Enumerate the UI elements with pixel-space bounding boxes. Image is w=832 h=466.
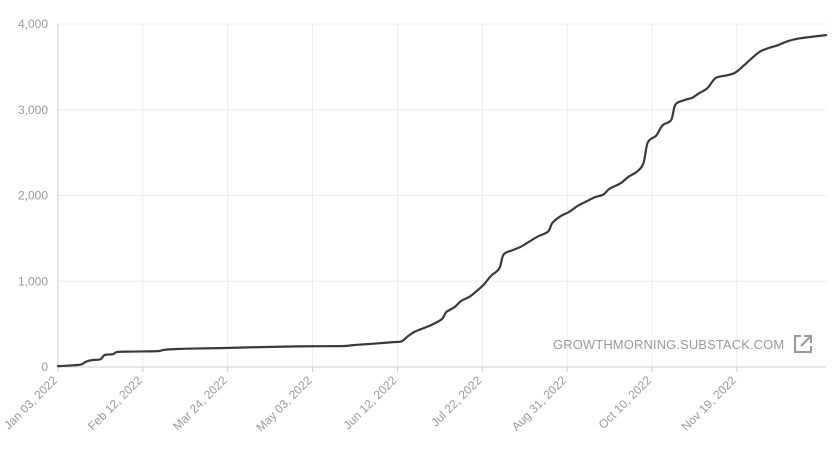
x-tick-label: Mar 24, 2022 (170, 373, 230, 433)
external-link-icon[interactable] (792, 333, 814, 355)
grid-lines (58, 23, 826, 367)
watermark-text: GROWTHMORNING.SUBSTACK.COM (553, 336, 785, 352)
y-tick-label: 3,000 (18, 103, 48, 117)
x-tick-label: Aug 31, 2022 (509, 373, 570, 434)
x-tick-label: Jun 12, 2022 (341, 373, 400, 432)
x-tick-label: Oct 10, 2022 (596, 373, 655, 432)
y-tick-label: 1,000 (18, 274, 48, 288)
x-axis-tick-labels: Jan 03, 2022 Feb 12, 2022 Mar 24, 2022 May … (1, 373, 739, 435)
x-tick-label: Feb 12, 2022 (85, 373, 145, 433)
series-layer (56, 34, 828, 368)
x-tick-label: Jan 03, 2022 (1, 373, 60, 432)
x-tick-label: Nov 19, 2022 (679, 373, 740, 434)
series-line (56, 34, 828, 368)
y-tick-label: 0 (41, 360, 48, 374)
y-tick-label: 2,000 (18, 189, 48, 203)
watermark[interactable]: GROWTHMORNING.SUBSTACK.COM (553, 333, 814, 355)
y-axis-tick-labels: 0 1,000 2,000 3,000 4,000 (18, 17, 48, 374)
x-tick-label: Jul 22, 2022 (428, 373, 484, 429)
x-tick-label: May 03, 2022 (253, 373, 315, 435)
y-tick-label: 4,000 (18, 17, 48, 31)
axes (57, 24, 826, 372)
